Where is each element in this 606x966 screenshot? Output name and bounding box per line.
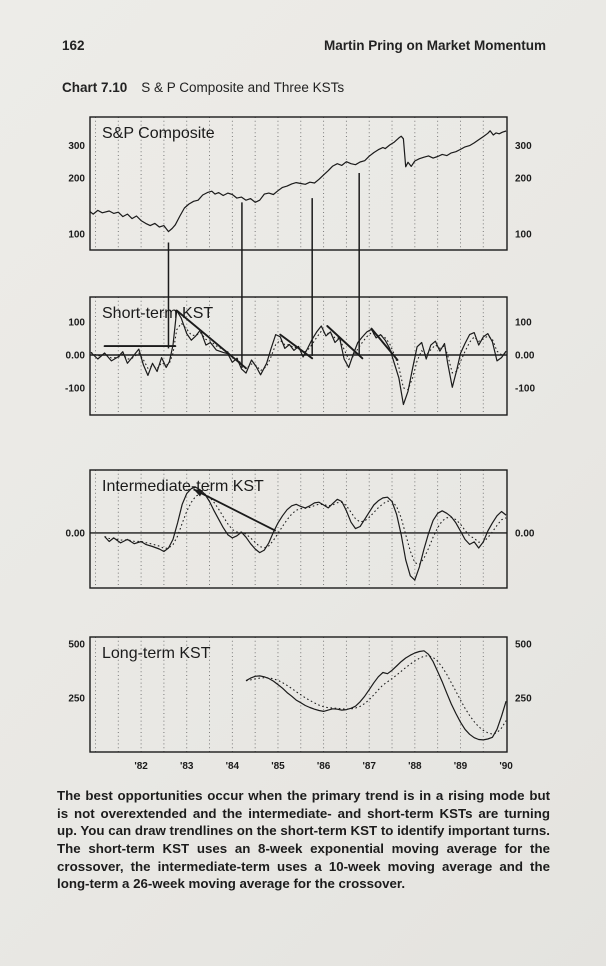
panel-plot-area-1 [90, 297, 507, 415]
figure-caption: The best opportunities occur when the pr… [57, 788, 550, 892]
page-header: 162 Martin Pring on Market Momentum [62, 38, 546, 53]
panel-plot-area-0 [90, 117, 507, 250]
figure-title: S & P Composite and Three KSTs [141, 80, 345, 95]
series-line [245, 650, 507, 741]
ytick-label-left: 500 [68, 639, 85, 650]
series-line [90, 130, 507, 233]
panel-title: Short-term KST [102, 305, 213, 322]
xtick-label: '87 [362, 761, 376, 772]
series-crossover-ma [245, 655, 507, 735]
ytick-label-right: 500 [515, 639, 532, 650]
figure-heading: Chart 7.10 S & P Composite and Three KSTs [62, 80, 546, 95]
ytick-label-left: 200 [68, 174, 85, 185]
xtick-label: '85 [271, 761, 285, 772]
page-number: 162 [62, 38, 85, 53]
xtick-label: '86 [317, 761, 331, 772]
panel-frame [89, 116, 508, 251]
ytick-label-right: 0.00 [515, 351, 535, 362]
ytick-label-left: 250 [68, 693, 85, 704]
xtick-label: '83 [180, 761, 194, 772]
series-line [104, 486, 507, 581]
panel-title: S&P Composite [102, 125, 215, 142]
ytick-label-right: 250 [515, 693, 532, 704]
panel-title: Long-term KST [102, 645, 211, 662]
trendline [370, 327, 399, 361]
series-crossover-ma [90, 322, 507, 391]
ytick-label-right: 300 [515, 141, 532, 152]
panel-frame [89, 636, 508, 753]
ytick-label-left: 100 [68, 229, 85, 240]
series-crossover-ma [104, 493, 507, 566]
ytick-label-left: 300 [68, 141, 85, 152]
xtick-label: '90 [499, 761, 513, 772]
trendline [175, 309, 247, 370]
panel-frame [89, 296, 508, 416]
figure-label: Chart 7.10 [62, 80, 128, 95]
ytick-label-left: -100 [65, 383, 85, 394]
arrowhead [193, 489, 204, 497]
panel-plot-area-2 [90, 470, 507, 588]
xtick-label: '89 [454, 761, 468, 772]
ytick-label-left: 100 [68, 318, 85, 329]
ytick-label-left: 0.00 [66, 351, 86, 362]
trendline [326, 325, 364, 360]
ytick-label-right: 200 [515, 174, 532, 185]
ytick-label-right: 0.00 [515, 528, 535, 539]
panel-plot-area-3 [95, 637, 507, 752]
ytick-label-right: 100 [515, 318, 532, 329]
panel-title: Intermediate-term KST [102, 478, 264, 495]
series-line [90, 309, 507, 406]
ytick-label-right: 100 [515, 229, 532, 240]
running-header: Martin Pring on Market Momentum [323, 38, 546, 53]
ytick-label-left: 0.00 [66, 528, 86, 539]
xtick-label: '84 [226, 761, 240, 772]
xtick-label: '88 [408, 761, 422, 772]
arrow-line [193, 488, 277, 532]
ytick-label-right: -100 [515, 383, 535, 394]
trendline [279, 333, 314, 360]
panel-frame [89, 469, 508, 589]
xtick-label: '82 [134, 761, 148, 772]
